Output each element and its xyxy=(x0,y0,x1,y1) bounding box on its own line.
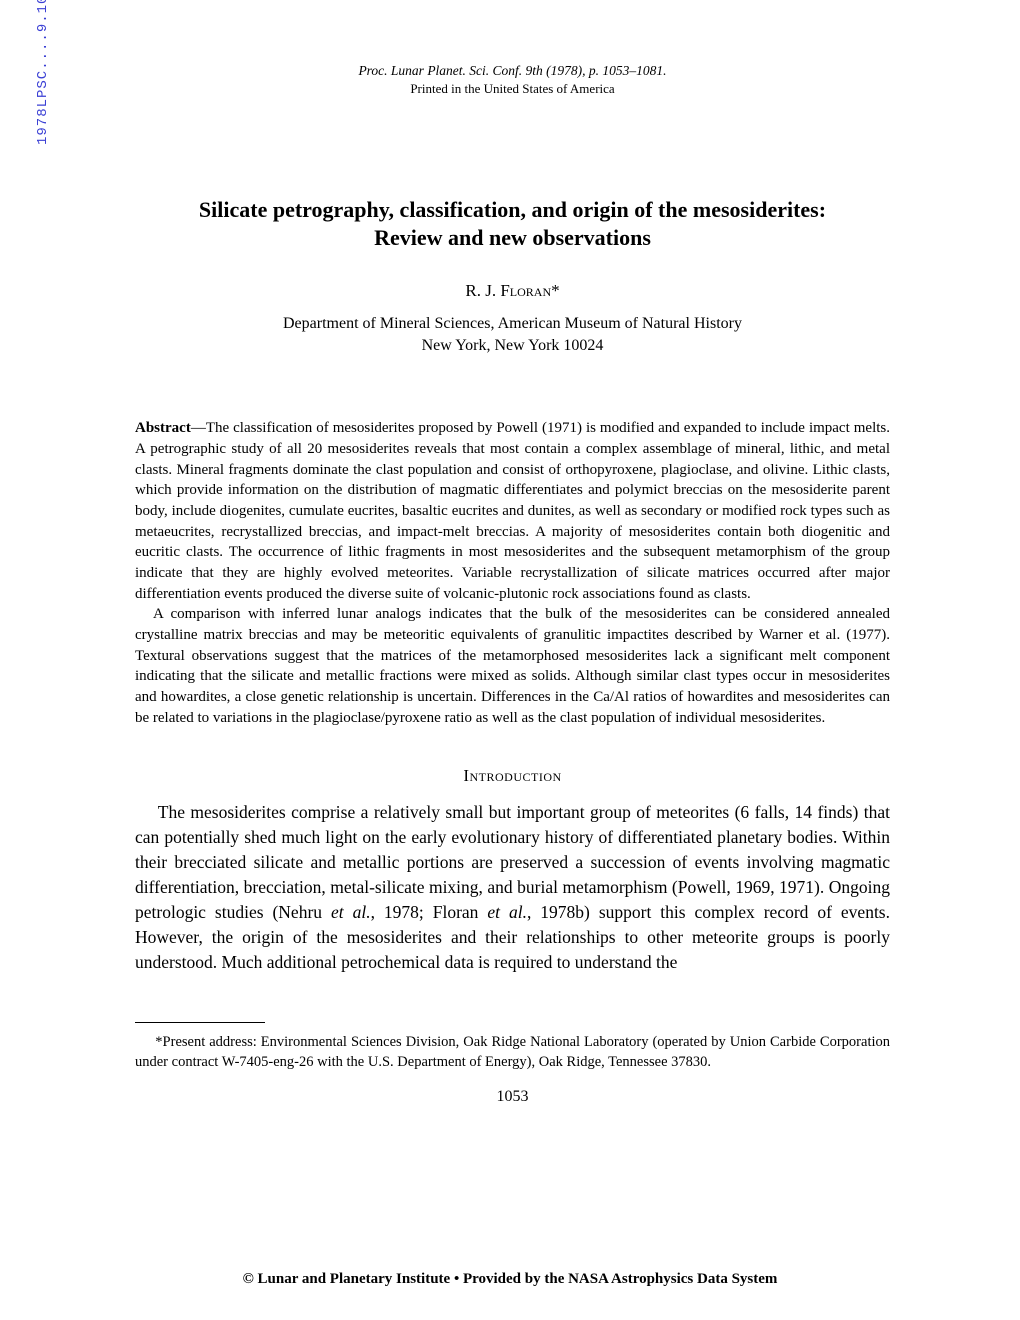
title-line2: Review and new observations xyxy=(135,224,890,253)
bibcode-label: 1978LPSC....9.1053F xyxy=(35,0,51,145)
printed-line: Printed in the United States of America xyxy=(135,80,890,98)
intro-em2: et al. xyxy=(487,902,527,922)
affiliation-line1: Department of Mineral Sciences, American… xyxy=(135,313,890,335)
author-lastname: Floran xyxy=(500,281,551,300)
author-mark: * xyxy=(551,281,560,300)
affiliation: Department of Mineral Sciences, American… xyxy=(135,313,890,356)
abstract-para1: Abstract—The classification of mesosider… xyxy=(135,418,890,604)
intro-paragraph: The mesosiderites comprise a relatively … xyxy=(135,800,890,974)
abstract-para2: A comparison with inferred lunar analogs… xyxy=(135,604,890,728)
citation-line: Proc. Lunar Planet. Sci. Conf. 9th (1978… xyxy=(135,62,890,80)
intro-em1: et al. xyxy=(331,902,371,922)
section-heading-introduction: Introduction xyxy=(135,766,890,786)
abstract-text1: —The classification of mesosiderites pro… xyxy=(135,420,890,602)
header-citation: Proc. Lunar Planet. Sci. Conf. 9th (1978… xyxy=(135,62,890,98)
affiliation-line2: New York, New York 10024 xyxy=(135,335,890,357)
title-line1: Silicate petrography, classification, an… xyxy=(135,196,890,225)
footnote-rule xyxy=(135,1022,265,1023)
intro-mid: , 1978; Floran xyxy=(371,902,488,922)
abstract-label: Abstract xyxy=(135,420,191,436)
abstract-block: Abstract—The classification of mesosider… xyxy=(135,418,890,728)
provider-credit: © Lunar and Planetary Institute • Provid… xyxy=(0,1271,1020,1288)
author-initials: R. J. xyxy=(465,281,496,300)
page-number: 1053 xyxy=(135,1088,890,1106)
page-content: Proc. Lunar Planet. Sci. Conf. 9th (1978… xyxy=(0,0,1020,1136)
paper-title: Silicate petrography, classification, an… xyxy=(135,196,890,253)
author-line: R. J. Floran* xyxy=(135,281,890,301)
footnote-text: *Present address: Environmental Sciences… xyxy=(135,1033,890,1072)
